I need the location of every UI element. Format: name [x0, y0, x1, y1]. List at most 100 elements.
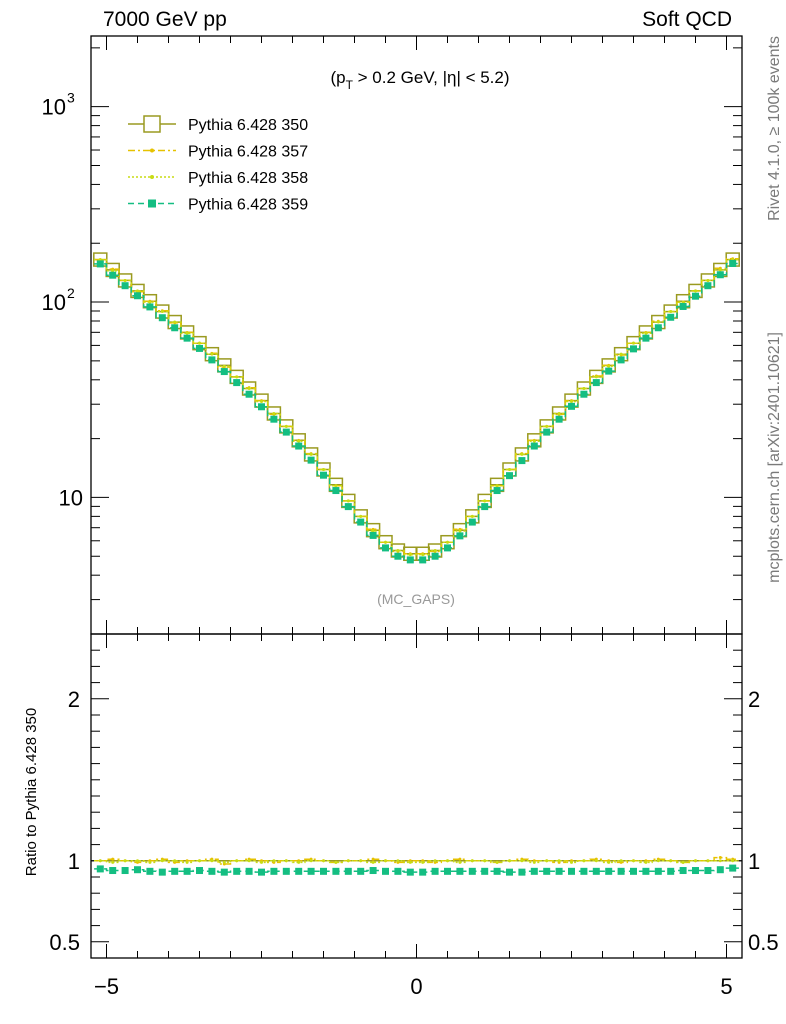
ratio-line-3 — [94, 867, 739, 873]
data-point-359 — [468, 518, 476, 526]
ratio-point-358 — [656, 859, 660, 863]
data-point-358 — [718, 268, 722, 272]
data-point-358 — [508, 467, 511, 471]
data-point-358 — [111, 269, 115, 273]
ratio-point-359 — [270, 867, 278, 875]
ratio-point-358 — [396, 859, 400, 863]
y-tick-label-exponent: 3 — [67, 90, 75, 106]
ratio-point-359 — [704, 867, 712, 875]
ratio-point-359 — [605, 867, 613, 875]
data-point-358 — [334, 484, 338, 488]
data-point-359 — [444, 544, 451, 552]
data-point-358 — [706, 278, 710, 282]
data-point-359 — [245, 390, 253, 398]
ratio-point-358 — [706, 859, 710, 863]
data-point-358 — [359, 514, 363, 518]
y-tick-label-exponent: 2 — [67, 285, 75, 301]
data-point-358 — [297, 439, 301, 443]
data-point-359 — [431, 552, 439, 560]
header-left: 7000 GeV pp — [103, 8, 227, 31]
ratio-point-358 — [210, 859, 214, 863]
data-point-359 — [530, 442, 538, 450]
ratio-point-359 — [394, 867, 402, 875]
data-point-358 — [309, 452, 313, 456]
data-point-358 — [148, 300, 152, 304]
data-point-358 — [694, 289, 697, 293]
ratio-point-359 — [456, 867, 464, 875]
ratio-point-358 — [136, 859, 139, 863]
data-point-359 — [307, 456, 315, 464]
ratio-point-358 — [594, 859, 598, 863]
ratio-point-359 — [481, 867, 489, 875]
ratio-point-358 — [681, 860, 685, 864]
ratio-point-359 — [332, 867, 340, 875]
ratio-point-359 — [729, 864, 737, 872]
ratio-point-359 — [183, 867, 191, 875]
data-point-358 — [198, 341, 201, 345]
ratio-point-358 — [371, 860, 375, 864]
ratio-point-358 — [235, 859, 239, 863]
data-point-358 — [384, 540, 387, 544]
ratio-point-359 — [245, 867, 253, 875]
ratio-y-axis-label: Ratio to Pythia 6.428 350 — [23, 708, 40, 876]
ratio-point-358 — [359, 859, 363, 863]
data-point-358 — [222, 364, 226, 368]
data-point-359 — [394, 552, 402, 560]
ratio-point-358 — [346, 859, 350, 863]
data-point-358 — [247, 387, 251, 391]
data-point-359 — [233, 379, 241, 387]
data-point-359 — [196, 344, 203, 352]
ratio-point-359 — [320, 867, 327, 875]
ratio-point-358 — [694, 859, 697, 863]
data-point-358 — [470, 514, 474, 518]
data-point-359 — [220, 368, 228, 376]
ratio-point-359 — [667, 867, 675, 875]
data-point-358 — [136, 289, 139, 293]
data-point-358 — [446, 540, 449, 544]
ratio-point-359 — [530, 867, 538, 875]
legend-label-3: Pythia 6.428 359 — [188, 197, 308, 214]
data-point-358 — [458, 529, 462, 533]
data-point-359 — [295, 442, 303, 450]
ratio-point-358 — [247, 859, 251, 863]
ratio-point-359 — [468, 867, 476, 875]
ratio-point-359 — [431, 867, 439, 875]
ratio-point-358 — [185, 860, 189, 864]
legend-marker-359 — [148, 199, 156, 208]
ratio-point-358 — [545, 859, 549, 863]
data-point-359 — [357, 518, 365, 526]
ratio-point-359 — [158, 868, 166, 876]
ratio-point-358 — [731, 859, 735, 863]
data-point-358 — [607, 364, 611, 368]
ratio-point-359 — [208, 867, 216, 875]
y-tick-label: 10 — [42, 95, 66, 120]
data-point-358 — [123, 278, 127, 282]
ratio-y-tick-label-left: 1 — [68, 849, 80, 874]
ratio-point-359 — [196, 867, 203, 875]
data-point-359 — [134, 292, 141, 300]
ratio-point-358 — [111, 860, 115, 864]
data-point-358 — [396, 549, 400, 553]
ratio-point-359 — [692, 867, 699, 875]
ratio-point-358 — [198, 859, 201, 863]
data-point-358 — [433, 549, 437, 553]
data-point-359 — [456, 532, 464, 540]
ratio-point-358 — [532, 860, 536, 864]
data-point-358 — [421, 553, 425, 557]
ratio-point-359 — [518, 868, 526, 876]
data-point-358 — [173, 320, 177, 324]
ratio-plot-frame — [90, 633, 743, 959]
data-point-359 — [642, 334, 650, 342]
legend-marker-2 — [150, 175, 154, 179]
data-point-358 — [669, 310, 673, 314]
data-point-359 — [580, 390, 588, 398]
ratio-point-359 — [134, 866, 141, 874]
data-point-359 — [419, 556, 427, 564]
ratio-point-358 — [309, 859, 313, 863]
data-point-358 — [235, 375, 239, 379]
data-point-358 — [98, 258, 102, 262]
ratio-point-359 — [555, 867, 563, 875]
data-point-358 — [260, 399, 263, 403]
legend-label-2: Pythia 6.428 358 — [188, 170, 308, 187]
